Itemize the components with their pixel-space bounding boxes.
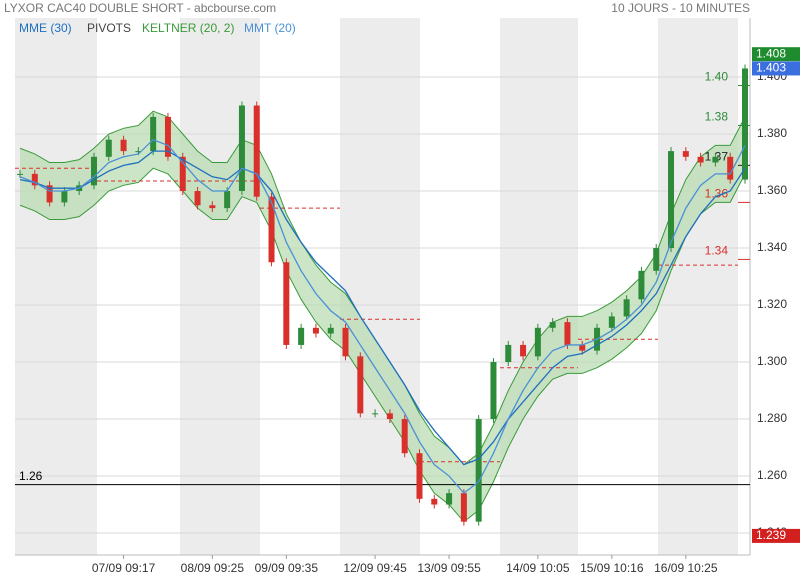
candle [209,205,216,209]
x-tick-label: 15/09 10:16 [580,561,644,575]
x-tick-label: 08/09 09:25 [181,561,245,575]
y-tick-label: 1.360 [757,183,787,197]
candle [238,105,245,192]
level-label: 1.37 [705,150,729,164]
keltner-fill [20,111,745,522]
day-band [500,18,578,555]
x-tick-label: 14/09 10:05 [506,561,570,575]
candle [61,191,68,203]
y-tick-label: 1.280 [757,411,787,425]
price-tag-label: 1.408 [756,46,786,60]
candle [490,362,497,420]
ma-line [19,138,746,495]
candle [46,185,53,203]
candle [312,327,319,334]
level-label: 1.26 [19,469,43,483]
candle [253,105,260,197]
candle [475,419,482,522]
price-tag [752,47,800,62]
legend-entry: MMT (20) [244,21,296,35]
candle [623,299,630,317]
candle [534,327,541,357]
y-tick-label: 1.260 [757,468,787,482]
price-tag-label: 1.239 [756,528,786,542]
day-band [180,18,260,555]
price-tag [752,528,800,543]
day-band [658,18,738,555]
price-tag [752,61,800,76]
keltner-line [19,167,746,523]
candle [179,156,186,192]
y-tick-label: 1.340 [757,240,787,254]
day-band [15,18,97,555]
candle [697,156,704,163]
candle [638,270,645,300]
candle [283,262,290,345]
candle [17,173,23,175]
legend-entry: KELTNER (20, 2) [142,21,234,35]
candle [342,327,349,357]
x-tick-label: 16/09 10:25 [654,561,718,575]
day-band [340,18,420,555]
candle [520,344,527,357]
candle [194,191,201,206]
candle [150,116,157,152]
x-tick-label: 07/09 09:17 [92,561,156,575]
x-tick-label: 12/09 09:45 [343,561,407,575]
ma-line [19,150,746,466]
candle [668,151,675,249]
candle [712,156,719,163]
candle [268,196,275,263]
level-label: 1.36 [705,187,729,201]
chart-subtitle: 10 JOURS - 10 MINUTES [611,1,750,15]
candle [416,453,423,499]
candle [164,116,171,157]
candle [357,356,364,414]
candle [298,327,305,345]
candle [372,413,379,415]
candle [682,151,689,157]
y-tick-label: 1.320 [757,297,787,311]
candle [327,327,334,334]
candle [135,151,142,153]
candle [727,156,734,180]
candle [401,419,408,454]
legend-entry: PIVOTS [87,21,131,35]
chart-title: LYXOR CAC40 DOUBLE SHORT - abcbourse.com [4,1,276,15]
candle [386,413,393,420]
level-label: 1.40 [705,70,729,84]
candle [31,173,38,186]
candle [579,344,586,351]
candle [505,344,512,363]
x-tick-label: 09/09 09:35 [255,561,319,575]
candle [608,316,615,328]
candle [653,248,660,271]
candle [90,156,97,186]
candle [224,191,231,209]
candle [460,493,467,522]
candle [564,322,571,345]
y-tick-label: 1.300 [757,354,787,368]
candle [120,139,127,152]
price-tag-label: 1.403 [756,61,786,75]
level-label: 1.38 [705,110,729,124]
level-label: 1.34 [705,244,729,258]
candle [742,68,748,180]
y-tick-label: 1.380 [757,126,787,140]
candle [549,322,556,328]
candle [431,498,438,505]
x-tick-label: 13/09 09:55 [417,561,481,575]
candle [105,139,112,157]
legend-entry: MME (30) [19,21,72,35]
candle [446,493,453,505]
